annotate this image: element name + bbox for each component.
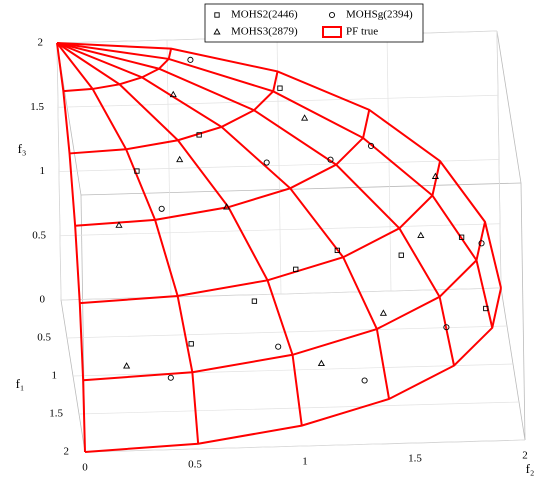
- point: [158, 205, 165, 212]
- axis-box-edge: [520, 182, 526, 441]
- z-tick-label: 1: [40, 165, 46, 177]
- point: [417, 231, 425, 238]
- pf-true-line: [83, 221, 486, 382]
- legend-label: PF true: [346, 26, 378, 38]
- x-tick-label: 1: [302, 456, 308, 468]
- y-tick-label: 2: [64, 446, 70, 458]
- point: [398, 252, 404, 258]
- point: [431, 172, 439, 179]
- grid-line: [56, 42, 62, 301]
- point: [134, 168, 140, 174]
- x-axis-label: f₂: [526, 461, 535, 476]
- axis-box-edge: [80, 182, 522, 196]
- z-axis-label: f₃: [18, 141, 27, 156]
- point: [251, 298, 258, 304]
- grid-line: [66, 325, 508, 339]
- legend-marker: [213, 28, 221, 35]
- z-tick-label: 0.5: [32, 229, 46, 241]
- legend-box: [204, 3, 424, 43]
- legend-marker: [328, 11, 336, 19]
- point: [277, 85, 283, 91]
- grid-line: [496, 30, 502, 289]
- grid-line: [276, 36, 282, 295]
- point: [176, 155, 184, 163]
- grid-line: [72, 363, 514, 377]
- point: [293, 266, 299, 272]
- pf-true-line: [56, 42, 456, 366]
- pf-true-line: [56, 42, 391, 400]
- pf-true-line: [56, 42, 200, 444]
- x-tick-label: 0: [82, 462, 88, 474]
- y-tick-label: 1.5: [49, 408, 63, 420]
- y-axis-label: f₁: [16, 376, 25, 391]
- point: [187, 56, 194, 63]
- z-tick-label: 2: [38, 37, 44, 49]
- point: [327, 156, 334, 163]
- legend-marker: [214, 12, 220, 18]
- point: [196, 132, 202, 138]
- grid-line: [84, 439, 526, 453]
- point: [123, 362, 131, 369]
- point: [458, 234, 465, 240]
- grid-line: [166, 39, 172, 298]
- point: [275, 343, 282, 350]
- point: [443, 324, 450, 331]
- point: [223, 203, 231, 210]
- point: [483, 305, 489, 312]
- legend-label: MOHS2(2446): [231, 9, 298, 21]
- point: [167, 374, 174, 381]
- point: [263, 159, 270, 166]
- point: [361, 377, 368, 384]
- x-tick-label: 2: [522, 450, 528, 462]
- point: [478, 240, 485, 247]
- point: [334, 247, 340, 254]
- legend-label: MOHSg(2394): [346, 9, 413, 21]
- legend-label: MOHS3(2879): [231, 26, 298, 38]
- point: [368, 142, 375, 150]
- pf-true-line: [56, 42, 494, 329]
- point: [169, 90, 177, 98]
- point: [379, 309, 387, 316]
- x-tick-label: 0.5: [188, 459, 202, 471]
- x-tick-label: 1.5: [408, 453, 422, 465]
- pf-true-line: [56, 42, 502, 289]
- legend: MOHS2(2446) MOHS3(2879) MOHSg(2394) PF true: [204, 3, 424, 43]
- y-tick-label: 0.5: [37, 332, 51, 344]
- grid-line: [386, 33, 392, 292]
- grid-line: [60, 287, 502, 301]
- point: [188, 341, 194, 347]
- point: [317, 359, 325, 367]
- axis-box-edge: [496, 30, 522, 184]
- point: [115, 221, 123, 228]
- pf-true-line: [79, 160, 442, 305]
- z-tick-label: 1.5: [30, 101, 44, 113]
- pf-true-line: [56, 42, 86, 453]
- y-tick-label: 0: [40, 294, 46, 306]
- legend-swatch: [322, 26, 342, 38]
- y-tick-label: 1: [52, 370, 58, 382]
- point: [301, 114, 309, 121]
